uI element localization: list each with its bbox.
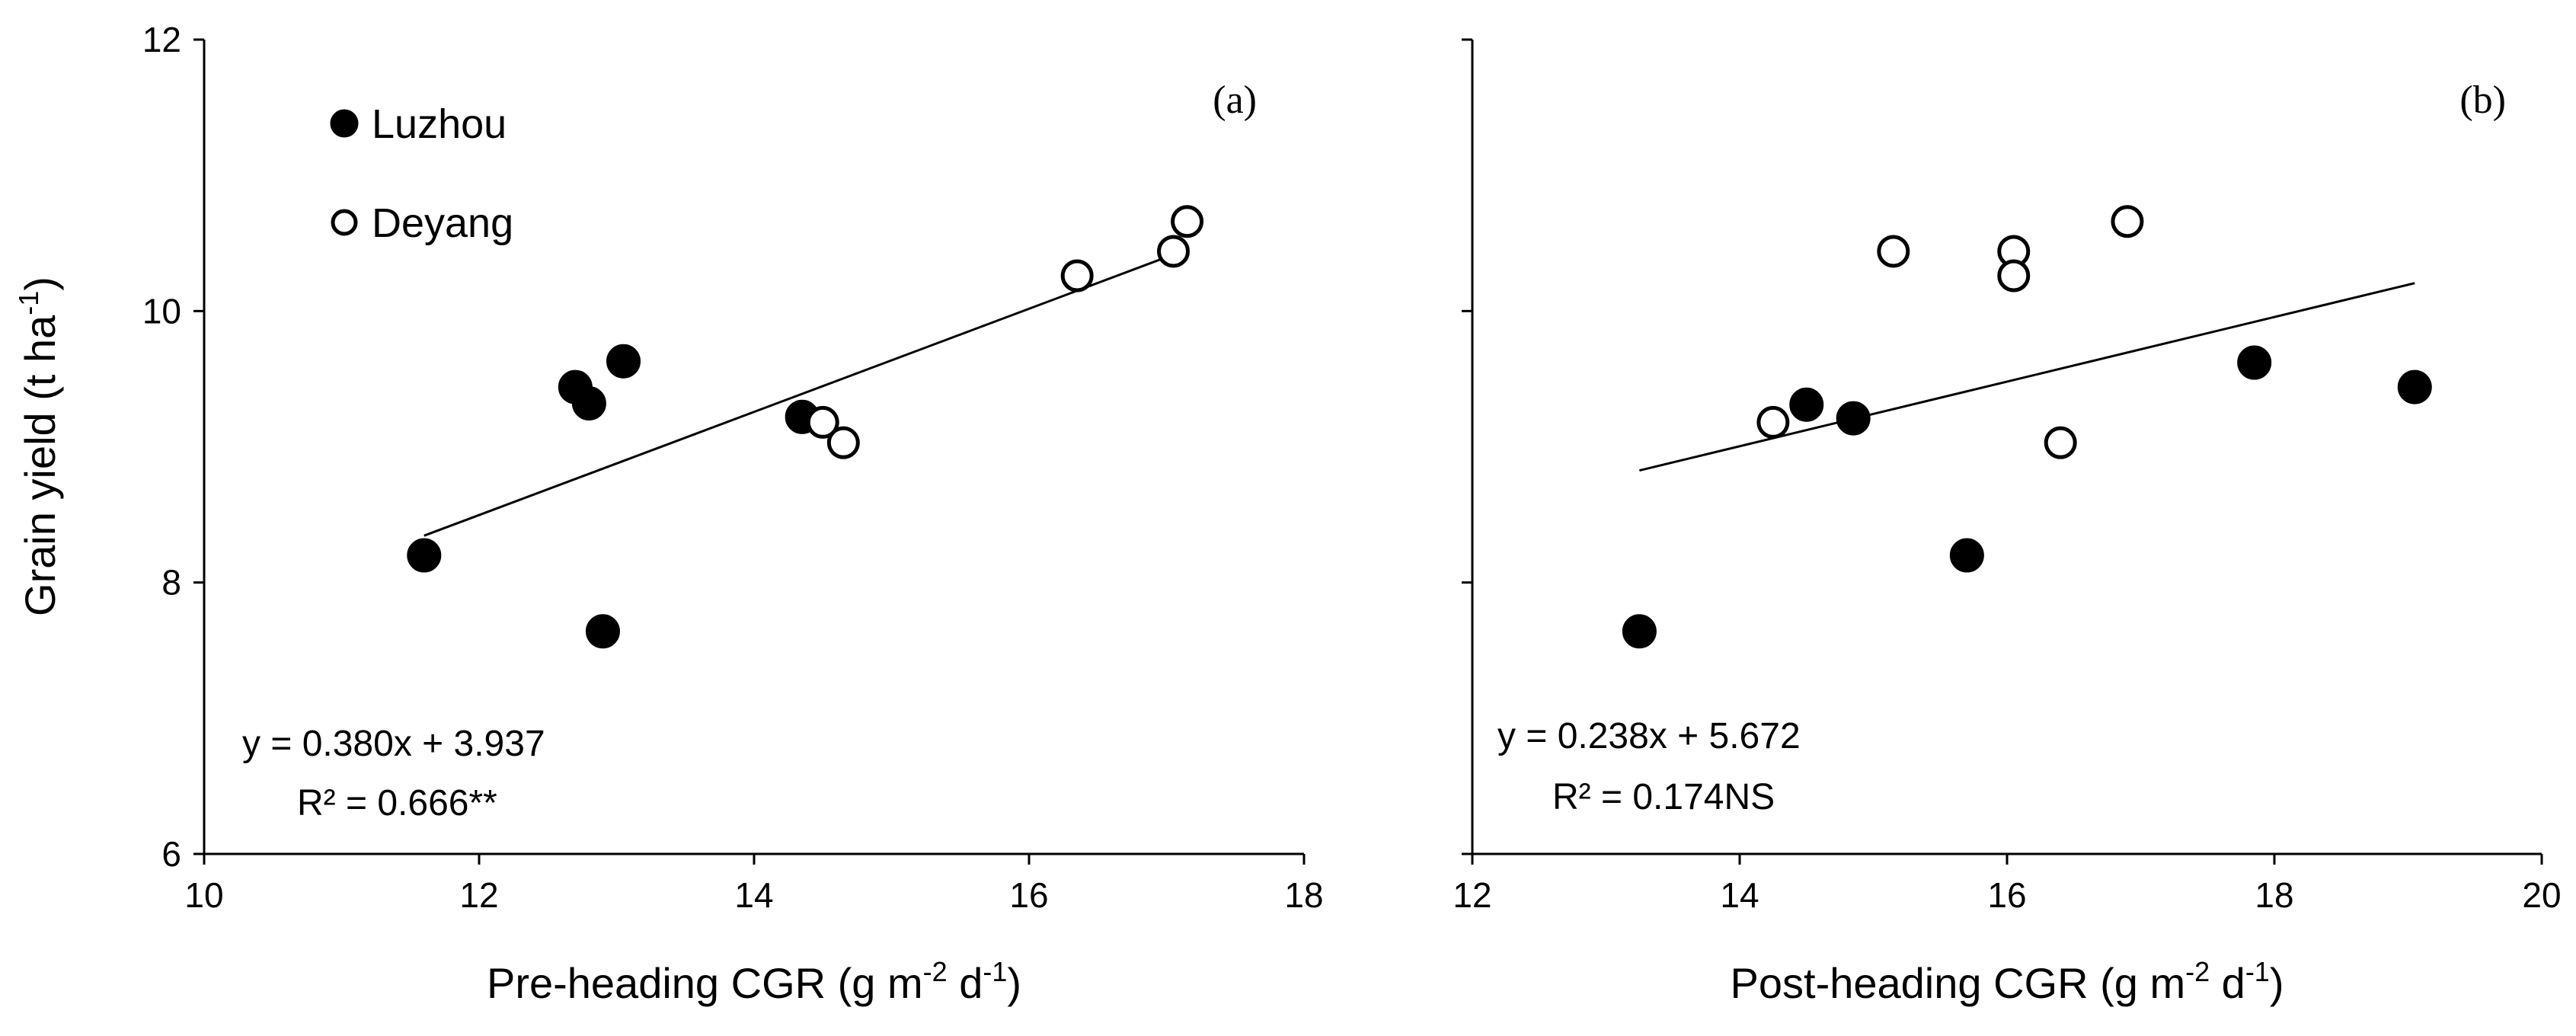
point-deyang bbox=[1157, 235, 1191, 268]
point-deyang bbox=[826, 426, 860, 459]
legend-label-deyang: Deyang bbox=[372, 200, 513, 246]
point-deyang bbox=[2044, 426, 2077, 459]
panel-b-equation: y = 0.238x + 5.672 bbox=[1497, 716, 1801, 756]
point-luzhou bbox=[1949, 538, 1984, 573]
panel-b: 12 14 16 18 20 Post-heading CGR (g m-2 d-1) … bbox=[1453, 38, 2562, 1007]
legend-label-luzhou: Luzhou bbox=[372, 101, 507, 147]
point-luzhou bbox=[2397, 369, 2432, 404]
panel-b-label: (b) bbox=[2459, 78, 2506, 122]
point-luzhou bbox=[606, 344, 641, 379]
point-luzhou bbox=[571, 385, 606, 420]
panel-a-x-tick-label: 14 bbox=[734, 875, 773, 915]
panel-a-y-tick-label: 12 bbox=[142, 20, 181, 59]
point-deyang bbox=[1171, 205, 1204, 238]
point-deyang bbox=[1756, 405, 1790, 439]
panel-a-x-tick-label: 18 bbox=[1284, 875, 1323, 915]
panel-a-regression-line bbox=[423, 251, 1181, 537]
panel-b-x-tick-label: 12 bbox=[1453, 875, 1491, 915]
panel-b-x-tick-label: 16 bbox=[1987, 875, 2026, 915]
legend-marker-luzhou bbox=[330, 109, 359, 138]
point-luzhou bbox=[2237, 345, 2272, 380]
panel-a-y-tick-label: 6 bbox=[161, 834, 181, 874]
point-deyang bbox=[1997, 259, 2031, 293]
point-luzhou bbox=[1836, 401, 1871, 436]
point-deyang bbox=[1060, 259, 1094, 293]
panel-a: 10 12 14 16 18 6 8 10 12 Grain yield (t ha-1) Pr… bbox=[13, 20, 1324, 1007]
panel-a-y-tick-label: 8 bbox=[161, 563, 181, 603]
panel-b-x-axis-title: Post-heading CGR (g m-2 d-1) bbox=[1731, 956, 2284, 1007]
panel-b-regression-line bbox=[1639, 282, 2415, 472]
panel-b-r-squared: R² = 0.174NS bbox=[1552, 777, 1775, 817]
point-luzhou bbox=[407, 538, 442, 573]
point-deyang bbox=[806, 405, 839, 439]
panel-a-label: (a) bbox=[1213, 78, 1257, 122]
point-deyang bbox=[1877, 235, 1910, 268]
panel-a-r-squared: R² = 0.666** bbox=[297, 783, 497, 823]
panel-b-x-tick-label: 18 bbox=[2255, 875, 2293, 915]
panel-a-y-tick-label: 10 bbox=[142, 291, 181, 331]
panel-a-equation: y = 0.380x + 3.937 bbox=[242, 724, 545, 764]
point-luzhou bbox=[1789, 387, 1824, 422]
panel-a-x-axis-title: Pre-heading CGR (g m-2 d-1) bbox=[487, 956, 1021, 1007]
panel-b-x-tick-label: 20 bbox=[2522, 875, 2561, 915]
point-luzhou bbox=[585, 614, 620, 649]
panel-a-y-axis-title: Grain yield (t ha-1) bbox=[13, 277, 64, 616]
point-luzhou bbox=[1622, 614, 1657, 649]
panel-a-x-tick-label: 16 bbox=[1009, 875, 1048, 915]
panel-a-x-tick-label: 12 bbox=[459, 875, 498, 915]
point-deyang bbox=[2111, 205, 2144, 238]
legend-marker-deyang bbox=[331, 209, 358, 236]
panel-b-x-tick-label: 14 bbox=[1720, 875, 1759, 915]
panel-a-x-tick-label: 10 bbox=[184, 875, 223, 915]
